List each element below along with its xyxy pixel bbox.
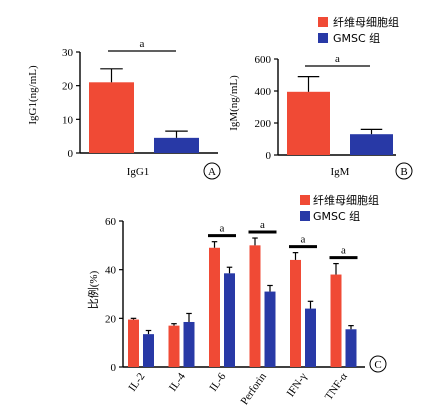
panel-c-marker: C bbox=[369, 355, 387, 373]
panel-a-bar-fibroblast bbox=[89, 82, 134, 153]
panel-c-bar-gmsc bbox=[143, 334, 154, 367]
panel-b-y-tick-label: 0 bbox=[266, 150, 272, 162]
panel-c-bar-fibroblast bbox=[330, 274, 342, 367]
panel-c-bar-gmsc bbox=[183, 321, 195, 367]
panel-c-marker-text: C bbox=[374, 359, 381, 371]
legend-swatch-gmsc bbox=[318, 33, 328, 43]
legend-label-fibroblast: 纤维母细胞组 bbox=[333, 15, 399, 29]
panel-a-y-tick-label: 30 bbox=[62, 47, 74, 59]
panel-c-significance-label: a bbox=[260, 219, 265, 231]
panel-b-bar-fibroblast bbox=[287, 91, 330, 155]
panel-a-marker-text: A bbox=[208, 166, 216, 178]
panel-b-significance-label: a bbox=[335, 53, 340, 65]
panel-c-x-tick-label: Perforin bbox=[238, 370, 269, 407]
panel-a-significance-label: a bbox=[140, 38, 145, 50]
panel-c-y-tick-label: 20 bbox=[105, 313, 117, 325]
panel-b-xlabel: IgM bbox=[331, 166, 350, 178]
panel-c-y-tick-label: 60 bbox=[105, 216, 117, 228]
panel-c-significance-label: a bbox=[220, 223, 225, 235]
legend-label-gmsc: GMSC 组 bbox=[333, 31, 380, 45]
panel-b-marker: B bbox=[395, 162, 413, 180]
panel-c-bar-fibroblast bbox=[128, 319, 139, 367]
legend-c-label-gmsc: GMSC 组 bbox=[313, 209, 360, 223]
panel-c-bar-gmsc bbox=[264, 291, 276, 367]
panel-a-y-tick-label: 10 bbox=[62, 114, 74, 126]
panel-a-bar-gmsc bbox=[154, 137, 199, 153]
panel-c-bar-gmsc bbox=[305, 308, 316, 367]
panel-c-bar-gmsc bbox=[224, 273, 235, 367]
panel-b-bar-gmsc bbox=[350, 134, 393, 155]
panel-c-x-tick-label: IL-2 bbox=[126, 371, 147, 394]
panel-c-x-tick-label: IL-6 bbox=[207, 370, 228, 393]
panel-b-marker-text: B bbox=[400, 166, 407, 178]
panel-b-ylabel: IgM(ng/mL) bbox=[228, 75, 240, 131]
panel-b-chart: 0 200 400 600 a bbox=[255, 53, 396, 162]
legend-swatch-fibroblast bbox=[318, 17, 328, 27]
legend-c-swatch-fibroblast bbox=[300, 195, 310, 205]
panel-a-chart: 0 10 20 30 a bbox=[62, 38, 218, 160]
panel-c-bar-fibroblast bbox=[290, 259, 301, 367]
legend-c: 纤维母细胞组 GMSC 组 bbox=[300, 193, 379, 223]
panel-c-x-tick-label: IL-4 bbox=[167, 370, 188, 393]
panel-a-xlabel: IgG1 bbox=[127, 166, 150, 178]
panel-a-y-tick-label: 0 bbox=[68, 148, 74, 160]
panel-c-y-tick-label: 0 bbox=[111, 362, 117, 374]
panel-c-bar-fibroblast bbox=[249, 245, 261, 367]
panel-c-y-tick-label: 40 bbox=[105, 265, 117, 277]
panel-c-significance-label: a bbox=[301, 234, 306, 246]
legend-c-swatch-gmsc bbox=[300, 211, 310, 221]
legend-c-label-fibroblast: 纤维母细胞组 bbox=[313, 193, 379, 207]
panel-a-ylabel: IgG1(ng/mL) bbox=[27, 65, 39, 125]
panel-c-ylabel: 比例(%) bbox=[86, 270, 100, 309]
panel-c-bar-fibroblast bbox=[168, 325, 180, 367]
panel-c-x-tick-label: IFN-γ bbox=[285, 371, 310, 399]
panel-b-y-tick-label: 200 bbox=[255, 118, 272, 130]
panel-a-marker: A bbox=[203, 162, 221, 180]
panel-c-x-tick-label: TNF-α bbox=[323, 371, 350, 403]
panel-a-y-tick-label: 20 bbox=[62, 81, 74, 93]
panel-b-y-tick-label: 400 bbox=[255, 86, 272, 98]
panel-b-y-tick-label: 600 bbox=[255, 54, 272, 66]
panel-c-significance-label: a bbox=[341, 245, 346, 257]
panel-c-bar-gmsc bbox=[345, 329, 357, 367]
panel-c-chart: 0 20 40 60 IL-2 IL-4 IL-6 Perforin IFN-γ TNF-α a a a… bbox=[105, 216, 365, 407]
panel-c-bar-fibroblast bbox=[209, 247, 220, 367]
legend-top: 纤维母细胞组 GMSC 组 bbox=[318, 15, 399, 45]
